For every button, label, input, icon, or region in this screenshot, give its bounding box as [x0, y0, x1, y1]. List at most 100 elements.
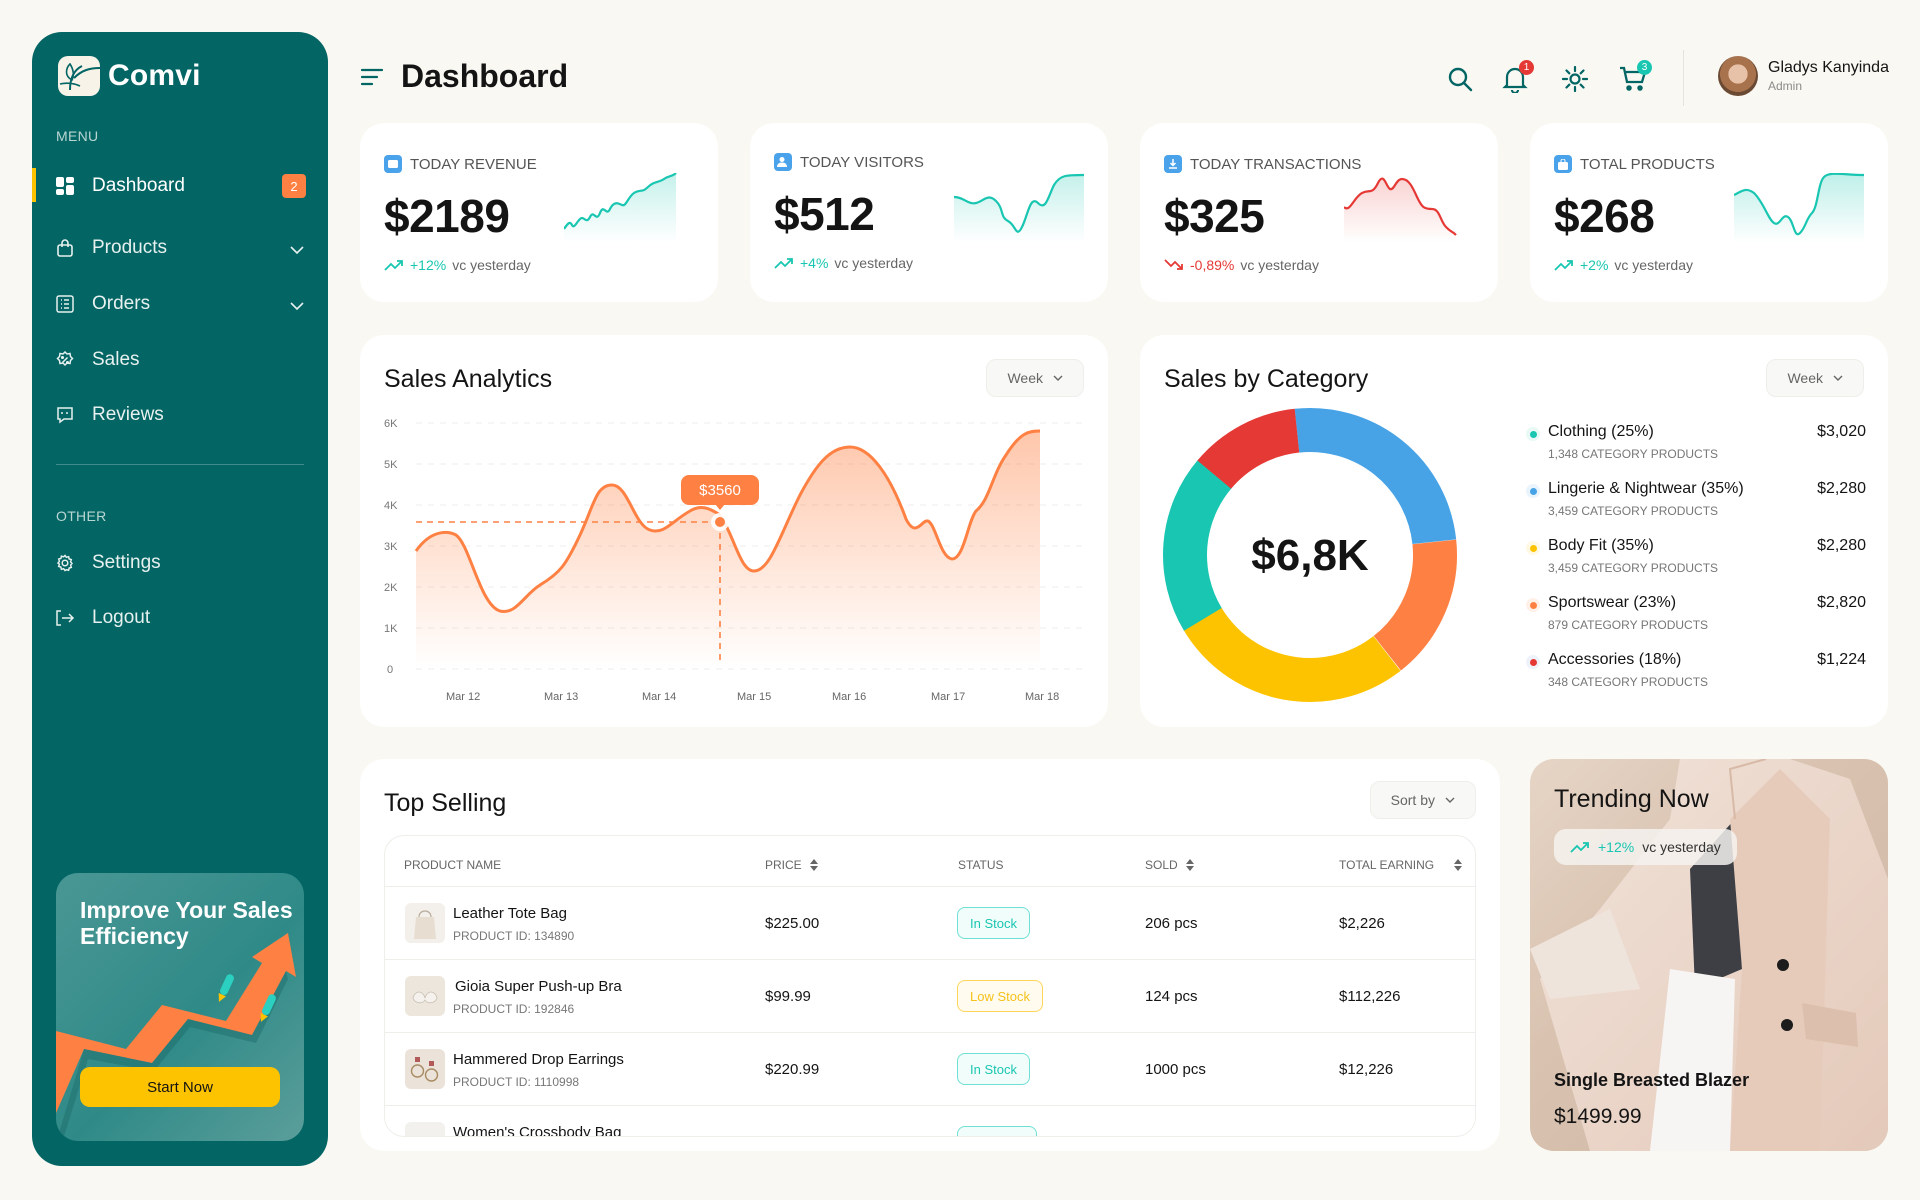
start-now-button[interactable]: Start Now	[80, 1067, 280, 1107]
header-divider	[1683, 50, 1684, 106]
products-sparkline	[1734, 173, 1864, 243]
cart-icon[interactable]: 3	[1618, 60, 1652, 94]
stat-card-products: TOTAL PRODUCTS $268 +2% vc yesterday	[1530, 123, 1888, 302]
stat-value: $2189	[384, 190, 510, 242]
sidebar-item-label: Reviews	[92, 404, 164, 425]
dropdown-value: Week	[1787, 370, 1823, 386]
user-profile[interactable]: Gladys Kanyinda Admin	[1718, 56, 1889, 96]
table-row[interactable]: Gioia Super Push-up Bra PRODUCT ID: 1928…	[385, 959, 1475, 1032]
avatar	[1718, 56, 1758, 96]
logo[interactable]: Comvi	[58, 56, 201, 96]
legend-dot	[1526, 427, 1540, 441]
legend-name: Sportswear (23%)	[1548, 594, 1677, 611]
promo-title: Improve Your Sales Efficiency	[80, 897, 293, 949]
top-selling-card: Top Selling Sort by PRODUCT NAME PRICE S…	[360, 759, 1500, 1151]
notification-count-badge: 1	[1519, 60, 1534, 75]
chevron-down-icon[interactable]	[290, 238, 304, 260]
product-price: $225.00	[765, 915, 820, 932]
sidebar-item-label: Settings	[92, 552, 161, 573]
chevron-down-icon	[1445, 797, 1455, 803]
svg-text:6K: 6K	[384, 418, 398, 430]
sales-by-category-period-dropdown[interactable]: Week	[1766, 359, 1864, 397]
trending-change: +12%	[1598, 839, 1635, 855]
table-row[interactable]: Hammered Drop Earrings PRODUCT ID: 11109…	[385, 1032, 1475, 1105]
trending-title: Trending Now	[1554, 785, 1709, 813]
top-selling-table: PRODUCT NAME PRICE STATUS SOLD TOTAL EAR…	[384, 835, 1476, 1137]
chart-tooltip: $3560	[681, 475, 759, 505]
list-icon	[54, 293, 76, 315]
product-earning: $112,226	[1339, 988, 1401, 1005]
product-name: Leather Tote Bag	[453, 905, 567, 922]
bag-icon	[54, 237, 76, 259]
stat-label: TODAY VISITORS	[800, 153, 924, 171]
top-selling-title: Top Selling	[384, 789, 507, 817]
dashboard-icon	[54, 175, 76, 197]
sales-analytics-card: Sales Analytics Week 6K 5K 4K 3K 2K 1K 0 Mar 1…	[360, 335, 1108, 727]
stat-label: TODAY REVENUE	[410, 155, 537, 173]
page-title: Dashboard	[401, 58, 569, 94]
search-icon[interactable]	[1445, 64, 1475, 94]
product-thumbnail-earrings	[405, 1049, 445, 1089]
chevron-down-icon	[1833, 375, 1843, 381]
sidebar-item-label: Dashboard	[92, 175, 185, 196]
column-header-price[interactable]: PRICE	[765, 858, 818, 872]
stat-change: +2%	[1580, 257, 1609, 273]
sidebar: Comvi MENU Dashboard 2 Products Orders S…	[32, 32, 328, 1166]
dropdown-value: Week	[1007, 370, 1043, 386]
legend-dot	[1526, 541, 1540, 555]
legend-sub: 1,348 CATEGORY PRODUCTS	[1548, 447, 1719, 461]
product-earning: $2,226	[1339, 915, 1385, 932]
svg-text:Mar 13: Mar 13	[544, 691, 578, 703]
legend-sub: 3,459 CATEGORY PRODUCTS	[1548, 504, 1719, 518]
donut-center-total: $6,8K	[1251, 531, 1369, 580]
chevron-down-icon[interactable]	[290, 294, 304, 316]
stat-change: +4%	[800, 255, 829, 271]
stat-change: +12%	[410, 257, 447, 273]
column-header-total-earning[interactable]: TOTAL EARNING	[1339, 858, 1463, 872]
sales-analytics-period-dropdown[interactable]: Week	[986, 359, 1084, 397]
trending-now-card[interactable]: Trending Now +12% vc yesterday Single Br…	[1530, 759, 1888, 1151]
table-row[interactable]: Leather Tote Bag PRODUCT ID: 134890 $225…	[385, 886, 1475, 959]
wallet-icon	[384, 155, 402, 173]
legend-name: Accessories (18%)	[1548, 651, 1682, 668]
legend-value: $1,224	[1817, 651, 1866, 668]
sidebar-item-products[interactable]: Products	[32, 226, 328, 270]
trend-up-icon	[774, 258, 793, 269]
trend-up-icon	[1570, 842, 1589, 853]
sidebar-item-sales[interactable]: Sales	[32, 338, 328, 382]
legend-name: Body Fit (35%)	[1548, 537, 1654, 554]
notification-bell-icon[interactable]: 1	[1500, 60, 1534, 94]
product-name: Women's Crossbody Bag	[453, 1124, 622, 1137]
legend-dot	[1526, 484, 1540, 498]
sales-analytics-chart: 6K 5K 4K 3K 2K 1K 0 Mar 12 Mar 13 Mar 14 Mar 15 Ma…	[384, 418, 1084, 703]
stat-value: $325	[1164, 190, 1265, 242]
legend-sub: 3,459 CATEGORY PRODUCTS	[1548, 561, 1719, 575]
menu-toggle-icon[interactable]	[360, 66, 384, 88]
legend-dot	[1526, 598, 1540, 612]
logout-icon	[54, 607, 76, 629]
svg-text:0: 0	[387, 664, 393, 676]
sort-by-dropdown[interactable]: Sort by	[1369, 781, 1476, 819]
svg-text:Mar 16: Mar 16	[832, 691, 866, 703]
column-header-sold[interactable]: SOLD	[1145, 858, 1194, 872]
shopping-bag-icon	[1554, 155, 1572, 173]
sidebar-item-dashboard[interactable]: Dashboard 2	[32, 164, 328, 208]
trend-down-icon	[1164, 259, 1183, 270]
app-name: Comvi	[108, 59, 201, 92]
sidebar-item-logout[interactable]: Logout	[32, 596, 328, 640]
svg-text:4K: 4K	[384, 500, 398, 512]
sidebar-item-orders[interactable]: Orders	[32, 282, 328, 326]
stat-label: TODAY TRANSACTIONS	[1190, 155, 1362, 173]
blazer-product-image	[1530, 759, 1888, 1151]
category-donut-chart	[1163, 408, 1457, 702]
svg-text:Mar 18: Mar 18	[1025, 691, 1059, 703]
product-thumbnail-tote-bag	[405, 903, 445, 943]
sidebar-item-settings[interactable]: Settings	[32, 541, 328, 585]
sidebar-item-reviews[interactable]: Reviews	[32, 393, 328, 437]
legend-dot	[1526, 655, 1540, 669]
svg-text:1K: 1K	[384, 623, 398, 635]
user-add-icon	[774, 153, 792, 171]
table-row[interactable]: Women's Crossbody Bag	[385, 1105, 1475, 1137]
theme-sun-icon[interactable]	[1560, 64, 1590, 94]
sidebar-divider	[56, 464, 304, 465]
